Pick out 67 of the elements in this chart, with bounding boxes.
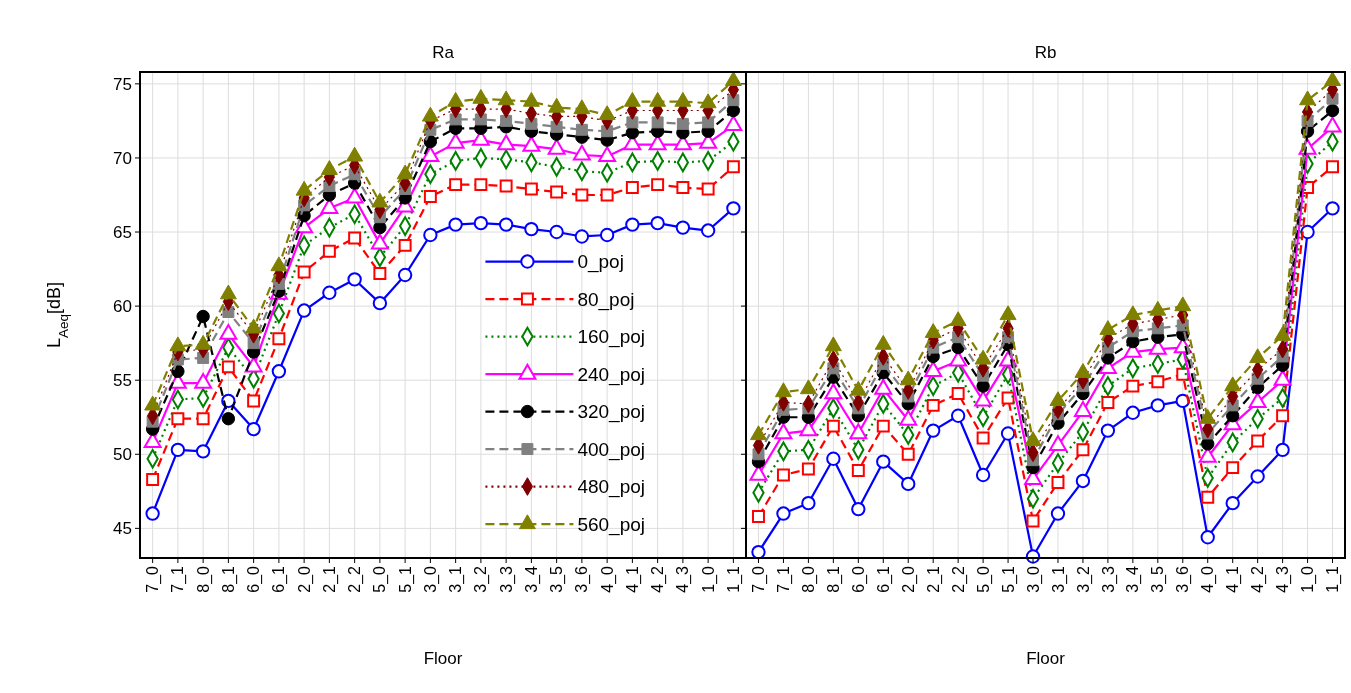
x-tick-label: 2_1 <box>924 565 943 593</box>
x-tick-label: 3_4 <box>522 565 541 593</box>
legend-label: 160_poj <box>577 326 646 349</box>
x-tick-label: 3_3 <box>1099 565 1118 593</box>
x-tick-label: 1_1 <box>724 565 743 593</box>
x-tick-label: 2_2 <box>346 565 365 593</box>
x-tick-label: 3_3 <box>497 565 516 593</box>
x-tick-label: 3_5 <box>1149 565 1168 593</box>
chart-title: Rb <box>1034 43 1057 62</box>
x-tick-label: 4_1 <box>1224 565 1243 593</box>
x-axis-title: Floor <box>1026 649 1066 668</box>
x-tick-label: 7_1 <box>775 565 794 593</box>
chart-title: Ra <box>432 43 455 62</box>
x-axis-title: Floor <box>423 649 463 668</box>
x-tick-label: 2_0 <box>295 565 314 593</box>
x-tick-label: 5_1 <box>396 565 415 593</box>
x-tick-label: 1_1 <box>1324 565 1343 593</box>
x-tick-label: 8_1 <box>824 565 843 593</box>
x-tick-label: 6_1 <box>874 565 893 593</box>
x-tick-label: 3_1 <box>1049 565 1068 593</box>
x-tick-label: 4_0 <box>598 565 617 593</box>
x-tick-label: 6_0 <box>245 565 264 593</box>
x-tick-label: 2_1 <box>320 565 339 593</box>
legend-label: 80_poj <box>577 288 635 311</box>
x-tick-label: 3_1 <box>447 565 466 593</box>
x-tick-label: 6_0 <box>849 565 868 593</box>
x-tick-label: 3_2 <box>472 565 491 593</box>
legend-label: 320_poj <box>577 401 646 424</box>
x-tick-label: 8_0 <box>800 565 818 593</box>
y-tick-label: 60 <box>113 297 132 317</box>
x-tick-label: 8_0 <box>194 565 213 593</box>
x-tick-label: 3_6 <box>1174 565 1193 593</box>
x-tick-label: 5_1 <box>999 565 1018 593</box>
x-tick-label: 7_0 <box>750 565 769 593</box>
y-tick-label: 55 <box>113 371 132 391</box>
x-tick-label: 6_1 <box>270 565 289 593</box>
x-tick-label: 8_1 <box>219 565 238 593</box>
x-tick-label: 2_2 <box>949 565 968 593</box>
y-tick-label: 45 <box>113 519 132 539</box>
x-tick-label: 7_0 <box>144 565 163 593</box>
y-tick-label: 70 <box>113 148 132 168</box>
y-tick-label: 50 <box>113 445 132 465</box>
legend-label: 240_poj <box>577 363 646 386</box>
x-tick-label: 3_2 <box>1074 565 1093 593</box>
y-tick-label: 75 <box>113 74 132 94</box>
y-tick-label: 65 <box>113 222 132 242</box>
legend-label: 480_poj <box>577 476 646 499</box>
x-tick-label: 4_2 <box>649 565 668 593</box>
x-tick-label: 5_0 <box>974 565 993 593</box>
x-tick-label: 4_0 <box>1199 565 1218 593</box>
x-tick-label: 4_3 <box>1274 565 1293 593</box>
legend-label: 560_poj <box>577 513 646 536</box>
x-tick-label: 3_6 <box>573 565 592 593</box>
x-tick-label: 1_0 <box>699 565 718 593</box>
x-tick-label: 5_0 <box>371 565 390 593</box>
x-tick-label: 4_3 <box>674 565 693 593</box>
x-tick-label: 3_5 <box>548 565 567 593</box>
x-tick-label: 4_2 <box>1249 565 1268 593</box>
legend-label: 400_poj <box>577 438 646 461</box>
x-tick-label: 1_0 <box>1299 565 1318 593</box>
x-tick-label: 3_0 <box>1024 565 1043 593</box>
legend-label: 0_poj <box>577 251 624 274</box>
x-tick-label: 4_1 <box>623 565 642 593</box>
x-tick-label: 7_1 <box>169 565 188 593</box>
x-tick-label: 3_4 <box>1124 565 1143 593</box>
x-tick-label: 2_0 <box>899 565 918 593</box>
x-tick-label: 3_0 <box>421 565 440 593</box>
